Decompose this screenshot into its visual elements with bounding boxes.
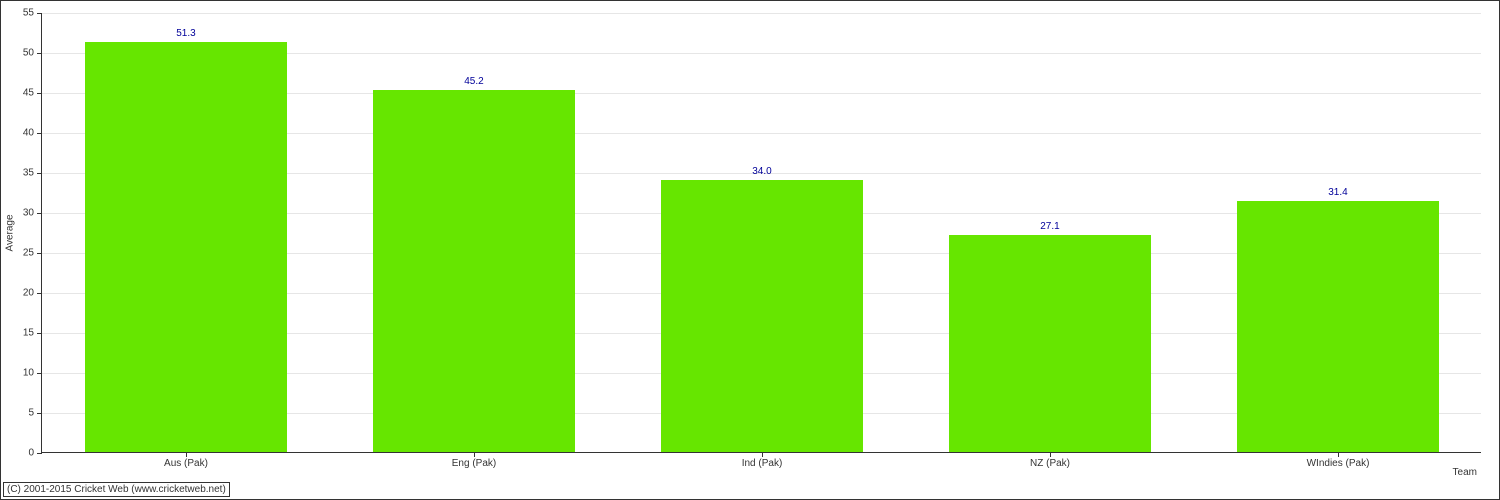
y-tick-label: 50 (23, 48, 34, 59)
y-tick (37, 453, 42, 454)
y-tick (37, 133, 42, 134)
x-tick (762, 452, 763, 457)
y-tick-label: 30 (23, 208, 34, 219)
bar-value-label: 51.3 (85, 28, 287, 39)
y-tick (37, 293, 42, 294)
y-tick (37, 333, 42, 334)
bar-value-label: 31.4 (1237, 187, 1439, 198)
x-tick-label: NZ (Pak) (1030, 458, 1070, 469)
x-tick (1338, 452, 1339, 457)
y-tick-label: 15 (23, 328, 34, 339)
y-tick (37, 13, 42, 14)
copyright-label: (C) 2001-2015 Cricket Web (www.cricketwe… (3, 482, 230, 497)
y-tick (37, 253, 42, 254)
y-tick (37, 213, 42, 214)
y-tick (37, 53, 42, 54)
y-tick-label: 0 (28, 448, 34, 459)
bar: 31.4 (1237, 201, 1439, 452)
y-tick (37, 93, 42, 94)
x-tick-label: Eng (Pak) (452, 458, 496, 469)
bar: 34.0 (661, 180, 863, 452)
grid-line (42, 13, 1481, 14)
x-tick (1050, 452, 1051, 457)
y-tick-label: 5 (28, 408, 34, 419)
bar: 27.1 (949, 235, 1151, 452)
bar: 51.3 (85, 42, 287, 452)
bar-value-label: 27.1 (949, 221, 1151, 232)
y-tick (37, 413, 42, 414)
x-tick (186, 452, 187, 457)
y-axis-title: Average (5, 214, 16, 251)
y-tick-label: 35 (23, 168, 34, 179)
x-tick-label: WIndies (Pak) (1307, 458, 1370, 469)
bar-value-label: 45.2 (373, 76, 575, 87)
y-tick-label: 10 (23, 368, 34, 379)
y-tick-label: 45 (23, 88, 34, 99)
y-tick (37, 173, 42, 174)
x-tick-label: Aus (Pak) (164, 458, 208, 469)
y-tick (37, 373, 42, 374)
x-axis-title: Team (1453, 467, 1477, 478)
y-tick-label: 25 (23, 248, 34, 259)
y-tick-label: 55 (23, 8, 34, 19)
bar: 45.2 (373, 90, 575, 452)
x-tick-label: Ind (Pak) (742, 458, 783, 469)
plot-area: Average Team 051015202530354045505551.3A… (41, 13, 1481, 453)
x-tick (474, 452, 475, 457)
chart-container: Average Team 0 5 10 15 20 25 30 35 40 45 50 55 51.3 A… (0, 0, 1500, 500)
y-tick-label: 20 (23, 288, 34, 299)
bar-value-label: 34.0 (661, 166, 863, 177)
y-tick-label: 40 (23, 128, 34, 139)
